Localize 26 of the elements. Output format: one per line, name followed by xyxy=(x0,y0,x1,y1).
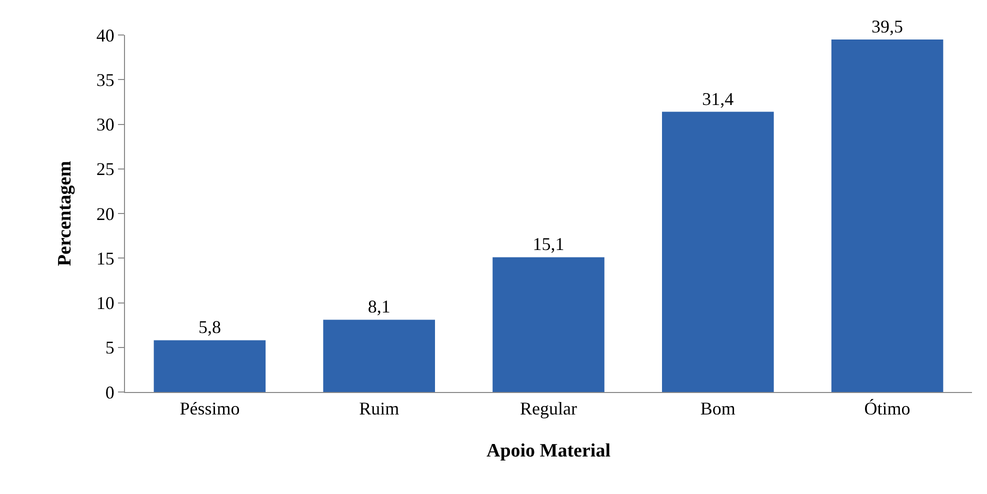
bar xyxy=(154,340,266,392)
data-label: 5,8 xyxy=(198,317,221,338)
bar xyxy=(492,257,604,392)
y-tick-label: 5 xyxy=(105,338,114,358)
y-tick-label: 20 xyxy=(96,204,114,224)
y-tick-label: 30 xyxy=(96,114,114,135)
y-tick-label: 15 xyxy=(96,248,114,268)
x-axis-title: Apoio Material xyxy=(486,440,611,462)
bar xyxy=(831,39,944,392)
data-label: 39,5 xyxy=(872,16,904,36)
x-tick-label: Bom xyxy=(700,398,736,419)
data-label: 15,1 xyxy=(532,234,564,254)
x-tick-label: Ótimo xyxy=(864,398,910,419)
y-tick-label: 40 xyxy=(96,25,114,46)
data-label: 8,1 xyxy=(368,296,390,317)
y-tick-label: 25 xyxy=(96,159,114,180)
y-tick-label: 35 xyxy=(96,70,114,90)
bar xyxy=(662,112,774,392)
x-tick-label: Regular xyxy=(520,398,577,419)
y-axis-title: Percentagem xyxy=(54,160,76,266)
y-tick-label: 0 xyxy=(105,382,114,402)
data-label: 31,4 xyxy=(702,88,734,109)
bar xyxy=(323,320,435,392)
y-tick-label: 10 xyxy=(96,293,114,314)
x-tick-label: Péssimo xyxy=(180,398,240,419)
x-tick-label: Ruim xyxy=(359,398,400,419)
